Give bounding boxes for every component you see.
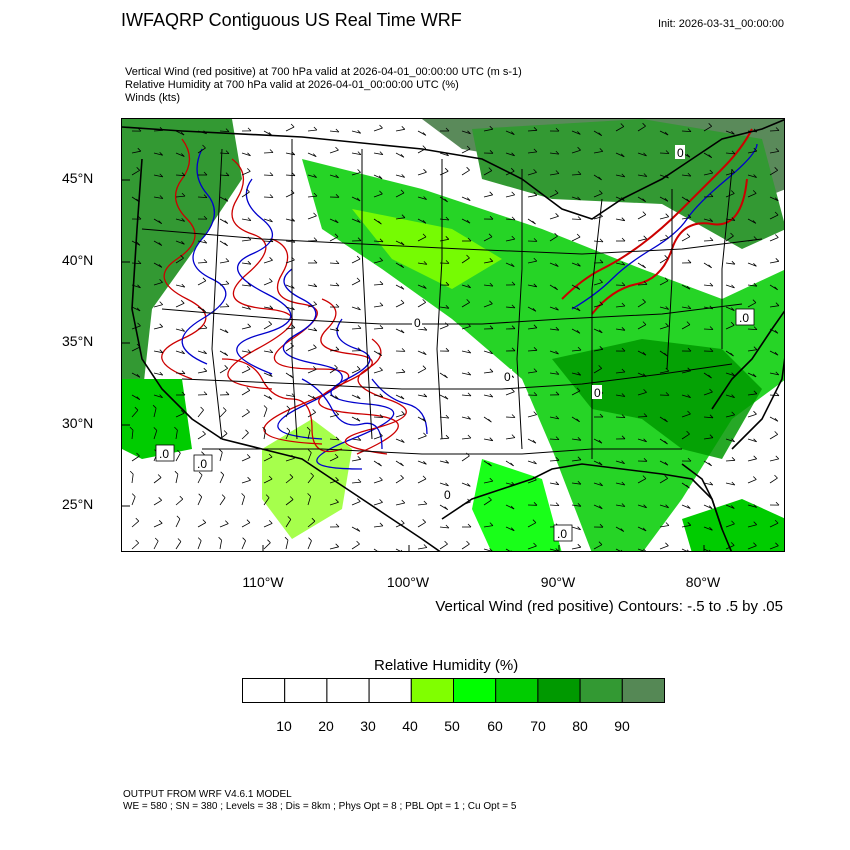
svg-text:.0: .0 <box>557 527 567 541</box>
colorbar-label: 20 <box>318 718 334 734</box>
plot-title: IWFAQRP Contiguous US Real Time WRF <box>121 10 462 30</box>
lat-label-40n: 40°N <box>62 252 94 268</box>
lat-label-45n: 45°N <box>62 170 94 186</box>
subtitle-winds: Winds (kts) <box>125 92 180 104</box>
subtitle-relative-humidity: Relative Humidity at 700 hPa valid at 20… <box>125 79 459 91</box>
colorbar-label: 10 <box>276 718 292 734</box>
subtitle-vertical-wind: Vertical Wind (red positive) at 700 hPa … <box>125 66 522 78</box>
colorbar-swatch <box>495 678 539 703</box>
svg-text:.0: .0 <box>739 311 749 325</box>
contour-label: 0 <box>442 487 452 502</box>
footer-model: OUTPUT FROM WRF V4.6.1 MODEL <box>123 789 292 800</box>
weather-map: 0 0 0 0 0 .0 . <box>121 118 785 552</box>
colorbar-label: 90 <box>614 718 630 734</box>
colorbar-swatch <box>579 678 623 703</box>
lon-label-90w: 90°W <box>540 574 576 590</box>
humidity-fill-layer <box>122 119 784 551</box>
lat-label-35n: 35°N <box>62 333 94 349</box>
colorbar-swatch <box>242 678 286 703</box>
lon-label-110w: 110°W <box>242 574 284 590</box>
contour-label: 0 <box>592 385 602 400</box>
footer-config: WE = 580 ; SN = 380 ; Levels = 38 ; Dis … <box>123 801 517 812</box>
contour-label: 0 <box>675 145 685 160</box>
colorbar-swatch <box>326 678 370 703</box>
colorbar-swatch <box>537 678 581 703</box>
colorbar-swatch <box>621 678 665 703</box>
svg-text:0: 0 <box>594 386 601 400</box>
contour-note: Vertical Wind (red positive) Contours: -… <box>435 598 783 615</box>
svg-text:.0: .0 <box>159 447 169 461</box>
init-time: Init: 2026-03-31_00:00:00 <box>658 18 784 30</box>
contour-label: .0 <box>553 524 573 542</box>
colorbar-swatch <box>368 678 412 703</box>
lon-label-80w: 80°W <box>685 574 721 590</box>
colorbar-swatch <box>410 678 455 703</box>
map-canvas: 0 0 0 0 0 .0 . <box>122 119 784 551</box>
humidity-colorbar <box>242 678 666 709</box>
colorbar-swatches <box>242 678 665 703</box>
svg-text:0: 0 <box>677 146 684 160</box>
colorbar-swatch <box>453 678 497 703</box>
contour-label: .0 <box>155 444 175 462</box>
colorbar-label: 30 <box>360 718 376 734</box>
colorbar-label: 40 <box>402 718 418 734</box>
contour-label: .0 <box>193 454 213 472</box>
lon-label-100w: 100°W <box>386 574 430 590</box>
lat-label-25n: 25°N <box>62 496 94 512</box>
colorbar-label: 70 <box>530 718 546 734</box>
svg-text:0: 0 <box>444 488 451 502</box>
wind-barbs <box>129 122 780 551</box>
colorbar-label: 60 <box>487 718 503 734</box>
axis-ticks <box>122 179 705 551</box>
colorbar-swatch <box>284 678 328 703</box>
svg-text:0: 0 <box>414 316 421 330</box>
contour-label: .0 <box>735 308 755 326</box>
coastlines <box>122 119 784 551</box>
svg-text:0: 0 <box>504 370 511 384</box>
svg-text:.0: .0 <box>197 457 207 471</box>
colorbar-title: Relative Humidity (%) <box>374 657 519 674</box>
colorbar-label: 50 <box>444 718 460 734</box>
contour-label: 0 <box>412 315 422 330</box>
contour-labels: 0 0 0 0 0 .0 . <box>155 145 755 542</box>
contour-label: 0 <box>502 369 512 384</box>
vertical-wind-contours <box>161 128 758 470</box>
lat-label-30n: 30°N <box>62 415 94 431</box>
colorbar-label: 80 <box>572 718 588 734</box>
